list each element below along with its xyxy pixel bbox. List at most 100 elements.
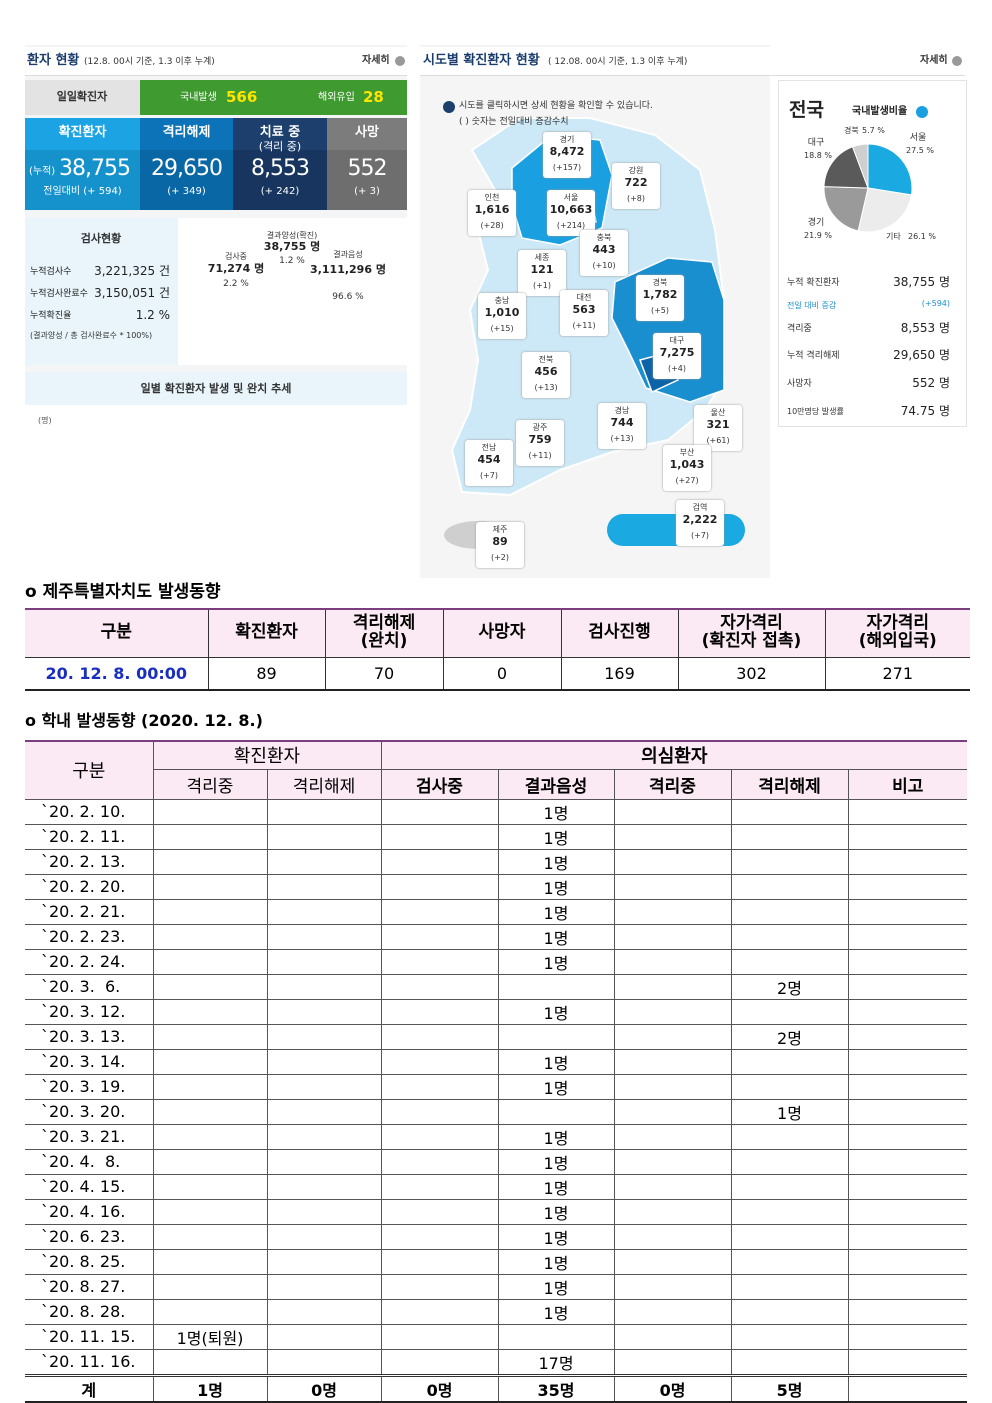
cell xyxy=(847,1048,968,1075)
card-sub: 전일대비 (+ 594) xyxy=(43,186,122,197)
cell xyxy=(152,1123,268,1150)
map-title-bar xyxy=(420,47,965,76)
cell: 271 xyxy=(824,656,970,690)
region-name: 대구 xyxy=(669,336,685,345)
data-row: `20. 2. 20. 1명 xyxy=(25,873,968,900)
region-change: (+13) xyxy=(610,434,634,443)
cell xyxy=(613,1223,732,1250)
cell xyxy=(497,1323,615,1350)
region-value: 1,010 xyxy=(484,306,520,319)
cell xyxy=(847,1023,968,1050)
header-cell: 격리해제 xyxy=(266,768,382,800)
cell xyxy=(266,1073,382,1100)
cell xyxy=(380,798,499,825)
school-table: 구분 확진환자 의심환자 격리중 격리해제 검사중 결과음성 격리중 격리해제 비고 `20. 2.… xyxy=(25,740,968,1403)
cell: 1명 xyxy=(497,1148,615,1175)
cell: 1명 xyxy=(497,948,615,975)
tests-row-value: 3,221,325 건 xyxy=(94,264,170,278)
region-name: 충남 xyxy=(494,296,510,305)
cell: `20. 4. 8. xyxy=(25,1148,154,1175)
pie-label: 대구 xyxy=(807,138,825,148)
region-change: (+15) xyxy=(490,324,514,333)
cell xyxy=(730,948,849,975)
region-change: (+157) xyxy=(552,163,582,172)
cell xyxy=(266,1123,382,1150)
donut-label: 결과양성(확진) xyxy=(266,231,318,240)
tests-title: 검사현황 xyxy=(80,232,122,245)
region-value: 1,043 xyxy=(669,458,705,471)
cell xyxy=(152,848,268,875)
region-change: (+8) xyxy=(626,194,646,203)
region-name: 세종 xyxy=(534,253,550,262)
region-name: 검역 xyxy=(692,503,708,512)
header-cell: 비고 xyxy=(847,768,968,800)
data-row: `20. 11. 15. 1명(퇴원) xyxy=(25,1323,968,1350)
trend-title-bg xyxy=(25,372,407,405)
data-row: `20. 4. 8. 1명 xyxy=(25,1148,968,1175)
region-name: 전남 xyxy=(481,443,497,452)
cell xyxy=(613,1273,732,1300)
header-cell: 자가격리 (해외입국) xyxy=(824,609,970,658)
region-name: 충북 xyxy=(596,233,612,242)
region-value: 7,275 xyxy=(659,346,695,359)
info-icon xyxy=(443,101,455,113)
cell xyxy=(266,1048,382,1075)
cell xyxy=(730,1298,849,1325)
cell xyxy=(152,948,268,975)
cell xyxy=(266,923,382,950)
cell: 1명 xyxy=(497,848,615,875)
cell xyxy=(266,1198,382,1225)
cell xyxy=(613,1173,732,1200)
pie-pct: 21.9 % xyxy=(804,231,832,240)
heading: o 학내 발생동향 (2020. 12. 8.) xyxy=(25,711,263,730)
cell xyxy=(847,1098,968,1125)
cell: `20. 8. 25. xyxy=(25,1248,154,1275)
trend-bg xyxy=(25,405,407,578)
donut-count: 3,111,296 명 xyxy=(310,263,386,276)
cell xyxy=(380,1248,499,1275)
region-name: 제주 xyxy=(492,525,508,534)
cell xyxy=(380,1348,499,1376)
stat-value: (+594) xyxy=(921,299,950,308)
domestic-label: 국내발생 xyxy=(180,92,217,103)
cell: 1명 xyxy=(497,1273,615,1300)
data-row: `20. 3. 6. 2명 xyxy=(25,973,968,1000)
region-value: 10,663 xyxy=(549,203,593,216)
cell xyxy=(497,1023,615,1050)
cell: 계 xyxy=(25,1373,154,1403)
stat-value: 38,755 명 xyxy=(893,275,950,289)
cell xyxy=(613,1298,732,1325)
pie-pct: 27.5 % xyxy=(906,146,934,155)
cell xyxy=(152,798,268,825)
region-name: 인천 xyxy=(484,193,500,202)
cell xyxy=(266,998,382,1025)
region-box xyxy=(663,445,711,491)
cell xyxy=(380,1048,499,1075)
data-row: `20. 3. 19. 1명 xyxy=(25,1073,968,1100)
cell xyxy=(380,1223,499,1250)
card-head xyxy=(25,118,140,150)
cell xyxy=(847,1073,968,1100)
cell xyxy=(266,1173,382,1200)
heading: o 제주특별자치도 발생동향 xyxy=(25,582,221,602)
card-label: 격리해제 xyxy=(162,125,211,140)
cell: 35명 xyxy=(497,1373,615,1403)
data-row: `20. 8. 27. 1명 xyxy=(25,1273,968,1300)
header-line: 격리해제 xyxy=(352,613,416,634)
cell xyxy=(380,873,499,900)
cell xyxy=(847,1223,968,1250)
cell xyxy=(380,1123,499,1150)
region-name: 광주 xyxy=(532,423,548,432)
cell xyxy=(613,1123,732,1150)
cell xyxy=(613,798,732,825)
pie-slice xyxy=(823,186,869,232)
cell xyxy=(847,1323,968,1350)
data-row: `20. 11. 16. 17명 xyxy=(25,1348,968,1376)
trend-title: 일별 확진환자 발생 및 완치 추세 xyxy=(140,382,292,395)
cell xyxy=(152,898,268,925)
region-change: (+61) xyxy=(706,436,730,445)
header-cell: 격리해제 (완치) xyxy=(324,609,444,658)
cell xyxy=(266,1348,382,1376)
cell: `20. 2. 10. xyxy=(25,798,154,825)
region-box xyxy=(653,333,701,379)
